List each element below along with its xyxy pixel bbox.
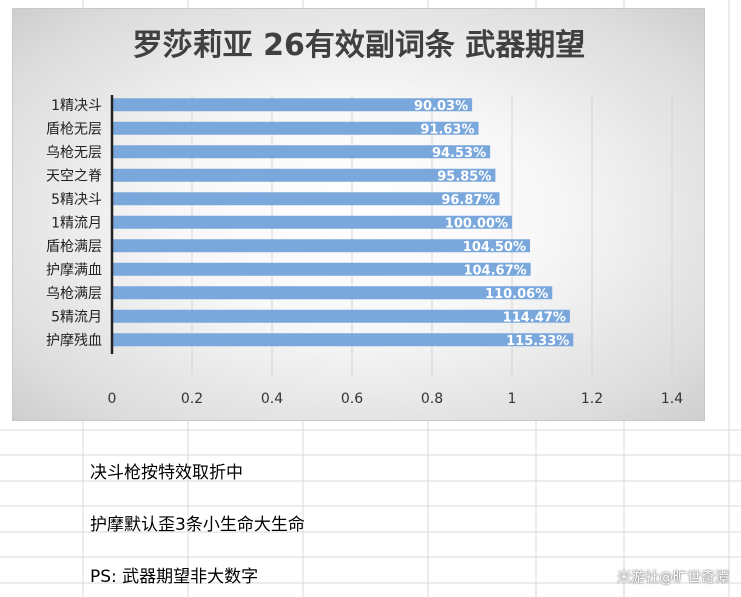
category-label: 5精决斗: [51, 192, 102, 208]
category-label: 天空之脊: [46, 168, 102, 184]
data-label: 110.06%: [485, 287, 548, 302]
bar[interactable]: [112, 262, 531, 276]
bar[interactable]: [112, 239, 530, 253]
bar[interactable]: [112, 121, 479, 135]
data-label: 96.87%: [441, 193, 495, 208]
bar[interactable]: [112, 192, 500, 206]
x-tick-label: 0.8: [421, 391, 443, 407]
x-tick-label: 0.4: [261, 391, 283, 407]
category-label: 1精流月: [51, 215, 102, 231]
note-1: 决斗枪按特效取折中: [90, 463, 243, 483]
data-label: 94.53%: [432, 146, 486, 161]
x-tick-label: 0.6: [341, 391, 363, 407]
data-label: 114.47%: [503, 310, 566, 325]
bar[interactable]: [112, 168, 496, 182]
data-labels: 90.03% 91.63% 94.53% 95.85% 96.87% 100.00% 104…: [414, 99, 569, 349]
note-2: 护摩默认歪3条小生命大生命: [90, 515, 305, 535]
x-tick-label: 0: [108, 391, 117, 407]
category-label: 盾枪满层: [46, 238, 102, 255]
bar[interactable]: [112, 145, 491, 159]
chart-area[interactable]: 罗莎莉亚 26有效副词条 武器期望 1精决斗 盾枪无层 乌枪无层 天空之脊 5精决斗 1精…: [12, 8, 705, 421]
bar-chart: 罗莎莉亚 26有效副词条 武器期望 1精决斗盾枪无层乌枪无层天空之脊5精决斗1精…: [46, 28, 684, 407]
data-label: 100.00%: [445, 216, 508, 231]
bar[interactable]: [112, 98, 473, 112]
data-label: 90.03%: [414, 99, 468, 114]
data-label: 95.85%: [437, 169, 491, 184]
x-tick-label: 1: [508, 391, 517, 407]
data-label: 104.67%: [463, 263, 526, 278]
x-tick-label: 0.2: [181, 391, 203, 407]
gridlines: [191, 95, 673, 377]
bars: [112, 98, 574, 347]
category-label: 乌枪满层: [46, 285, 102, 302]
data-label: 104.50%: [463, 240, 526, 255]
note-3: PS: 武器期望非大数字: [90, 567, 259, 587]
category-label: 5精流月: [51, 309, 102, 325]
data-label: 91.63%: [420, 122, 474, 137]
chart-title: 罗莎莉亚 26有效副词条 武器期望: [133, 28, 586, 63]
x-tick-labels: 0 0.2 0.4 0.6 0.8 1 1.2 1.4: [108, 391, 684, 407]
bar[interactable]: [112, 309, 570, 323]
category-label: 护摩满血: [46, 261, 102, 278]
bar[interactable]: [112, 286, 553, 300]
category-label: 盾枪无层: [46, 120, 102, 137]
data-label: 115.33%: [506, 334, 569, 349]
x-tick-label: 1.4: [661, 391, 683, 407]
category-label: 护摩残血: [46, 332, 102, 349]
x-tick-label: 1.2: [581, 391, 603, 407]
bar[interactable]: [112, 333, 574, 347]
category-label: 1精决斗: [51, 98, 102, 114]
watermark: 米游社@旷世奇潭: [617, 570, 729, 586]
category-label: 乌枪无层: [46, 144, 102, 161]
bar[interactable]: [112, 215, 512, 229]
